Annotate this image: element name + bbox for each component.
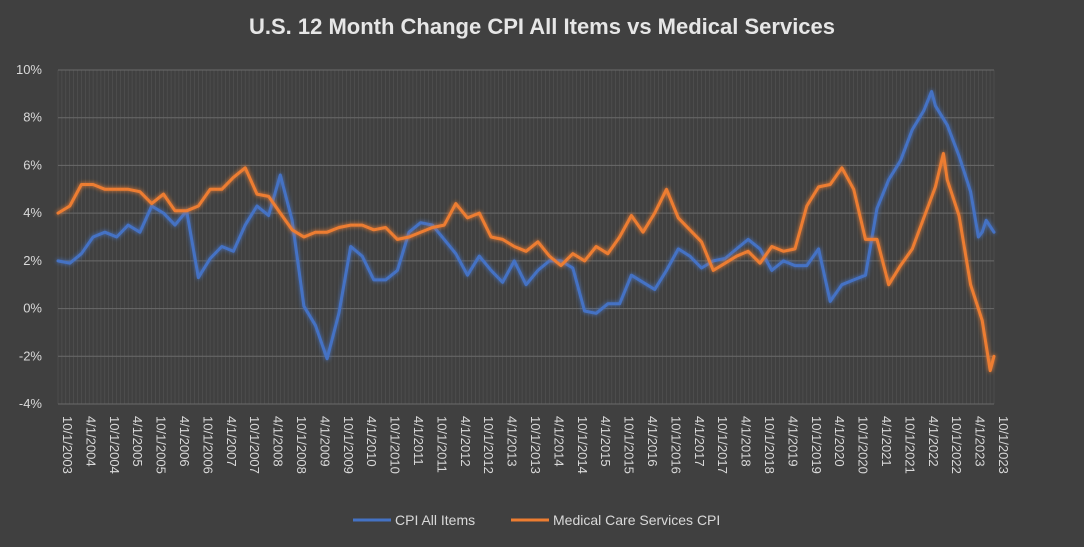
x-tick-label: 10/1/2014 bbox=[575, 416, 590, 474]
legend: CPI All Items Medical Care Services CPI bbox=[353, 512, 720, 528]
y-axis: 10% 8% 6% 4% 2% 0% -2% -4% bbox=[16, 62, 42, 411]
grid bbox=[57, 69, 995, 405]
legend-label: CPI All Items bbox=[395, 512, 475, 528]
y-tick-label: -4% bbox=[19, 396, 43, 411]
y-tick-label: 6% bbox=[23, 157, 42, 172]
x-tick-label: 10/1/2020 bbox=[856, 416, 871, 474]
x-tick-label: 4/1/2005 bbox=[130, 416, 145, 467]
x-tick-label: 10/1/2022 bbox=[949, 416, 964, 474]
x-tick-label: 4/1/2011 bbox=[411, 416, 426, 466]
x-tick-label: 4/1/2016 bbox=[645, 416, 660, 467]
x-tick-label: 10/1/2018 bbox=[762, 416, 777, 474]
x-tick-label: 10/1/2007 bbox=[247, 416, 262, 474]
x-tick-label: 4/1/2022 bbox=[926, 416, 941, 467]
x-tick-label: 10/1/2021 bbox=[902, 416, 917, 474]
x-tick-label: 10/1/2008 bbox=[294, 416, 309, 474]
x-tick-label: 10/1/2003 bbox=[60, 416, 75, 474]
x-tick-label: 4/1/2004 bbox=[83, 416, 98, 467]
x-tick-label: 10/1/2010 bbox=[388, 416, 403, 474]
x-tick-label: 4/1/2006 bbox=[177, 416, 192, 467]
x-tick-label: 10/1/2013 bbox=[528, 416, 543, 474]
x-tick-label: 10/1/2019 bbox=[809, 416, 824, 474]
series-line-medical-care-services bbox=[56, 152, 996, 373]
y-tick-label: 4% bbox=[23, 205, 42, 220]
y-tick-label: 2% bbox=[23, 253, 42, 268]
series bbox=[56, 90, 996, 373]
x-tick-label: 4/1/2020 bbox=[832, 416, 847, 467]
x-tick-label: 4/1/2009 bbox=[317, 416, 332, 467]
x-tick-label: 4/1/2008 bbox=[271, 416, 286, 467]
x-tick-label: 10/1/2012 bbox=[481, 416, 496, 474]
x-tick-label: 4/1/2015 bbox=[598, 416, 613, 467]
series-line-cpi-all-items bbox=[56, 90, 996, 361]
x-tick-label: 10/1/2009 bbox=[341, 416, 356, 474]
x-tick-label: 10/1/2005 bbox=[154, 416, 169, 474]
x-tick-label: 4/1/2019 bbox=[785, 416, 800, 467]
x-tick-label: 10/1/2004 bbox=[107, 416, 122, 474]
chart-title: U.S. 12 Month Change CPI All Items vs Me… bbox=[248, 14, 836, 39]
x-tick-label: 10/1/2023 bbox=[996, 416, 1011, 474]
y-tick-label: 8% bbox=[23, 110, 42, 125]
x-tick-label: 4/1/2012 bbox=[458, 416, 473, 467]
x-tick-label: 10/1/2016 bbox=[668, 416, 683, 474]
x-tick-label: 4/1/2021 bbox=[879, 416, 894, 467]
x-tick-label: 4/1/2023 bbox=[973, 416, 988, 467]
x-tick-label: 10/1/2006 bbox=[200, 416, 215, 474]
y-tick-label: 0% bbox=[23, 301, 42, 316]
x-tick-label: 10/1/2015 bbox=[622, 416, 637, 474]
x-tick-label: 4/1/2018 bbox=[739, 416, 754, 467]
y-tick-label: -2% bbox=[19, 348, 43, 363]
x-tick-label: 10/1/2017 bbox=[715, 416, 730, 474]
x-tick-label: 4/1/2017 bbox=[692, 416, 707, 467]
y-tick-label: 10% bbox=[16, 62, 42, 77]
legend-label: Medical Care Services CPI bbox=[553, 512, 720, 528]
x-tick-label: 4/1/2007 bbox=[224, 416, 239, 467]
x-tick-label: 10/1/2011 bbox=[434, 416, 449, 473]
x-tick-label: 4/1/2014 bbox=[551, 416, 566, 467]
x-axis: 10/1/2003 4/1/2004 10/1/2004 4/1/2005 10/1/2… bbox=[60, 416, 1011, 474]
x-tick-label: 4/1/2013 bbox=[505, 416, 520, 467]
x-tick-label: 4/1/2010 bbox=[364, 416, 379, 467]
